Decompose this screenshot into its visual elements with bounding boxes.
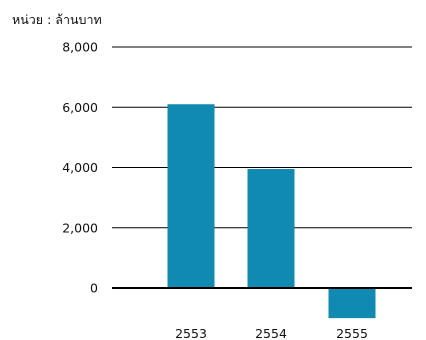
bars: [167, 104, 376, 319]
unit-label: หน่วย : ล้านบาท: [12, 12, 102, 27]
y-tick-label: 2,000: [62, 220, 98, 235]
x-tick-label: 2554: [255, 326, 287, 340]
y-tick-label: 0: [90, 281, 98, 296]
x-axis-ticks: 2553 2554 2555: [175, 326, 368, 340]
bar-2553: [167, 104, 215, 288]
y-axis-ticks: 8,000 6,000 4,000 2,000 0: [62, 40, 98, 296]
y-tick-label: 4,000: [62, 160, 98, 175]
y-tick-label: 6,000: [62, 100, 98, 115]
bar-2555: [328, 288, 376, 319]
y-tick-label: 8,000: [62, 40, 98, 55]
bar-2554: [247, 169, 295, 288]
x-tick-label: 2553: [175, 326, 207, 340]
x-tick-label: 2555: [336, 326, 368, 340]
